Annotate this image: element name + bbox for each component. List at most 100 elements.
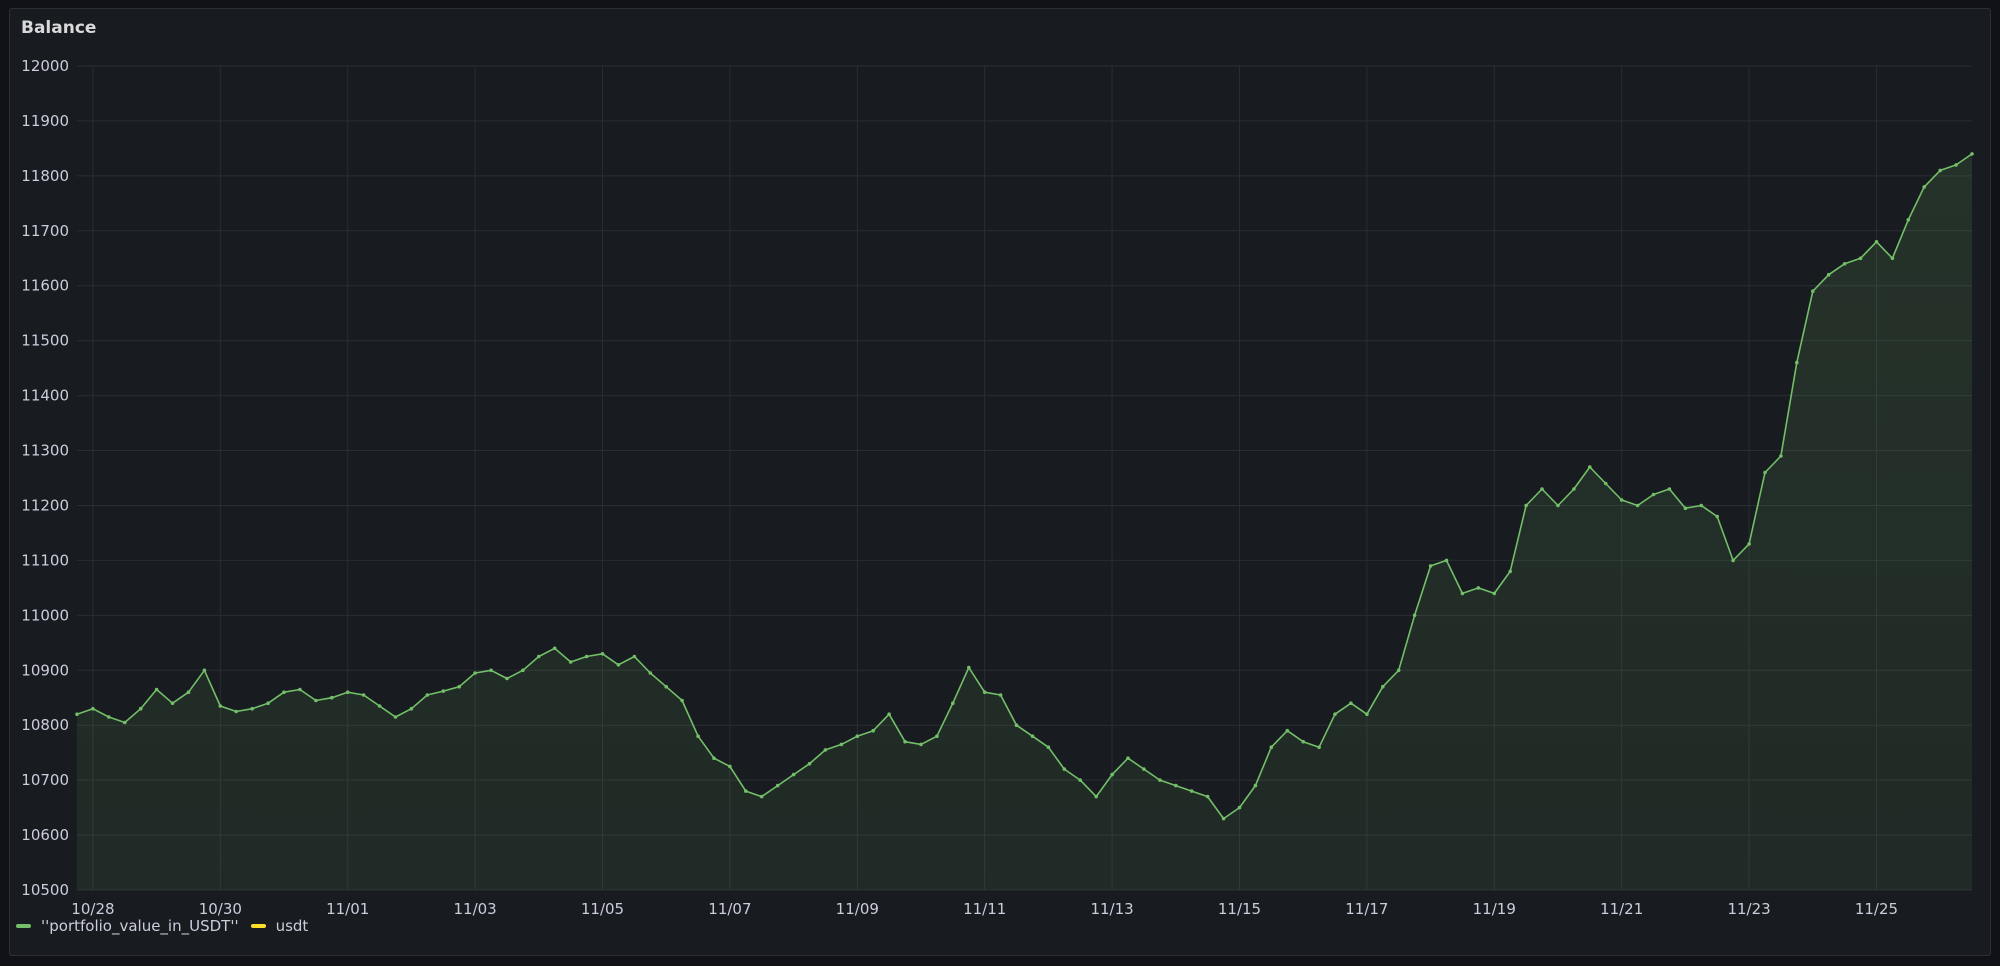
data-point: [791, 772, 796, 777]
data-point: [1635, 503, 1640, 508]
data-point: [377, 704, 382, 708]
y-axis: 10500 10600 10700 10800 10900 11000 11100 11200…: [21, 57, 69, 899]
data-point: [1014, 723, 1019, 727]
legend: ''portfolio_value_in_USDT'' usdt: [16, 917, 320, 935]
data-point: [1651, 492, 1656, 497]
x-tick-label: 11/13: [1090, 900, 1133, 918]
data-point: [1588, 465, 1592, 469]
data-point: [807, 761, 812, 766]
data-point: [855, 734, 860, 738]
data-point: [1874, 240, 1879, 244]
x-tick-label: 11/09: [836, 900, 879, 918]
y-tick-label: 11900: [21, 112, 69, 130]
data-point: [123, 720, 127, 725]
x-tick-label: 11/23: [1727, 900, 1770, 918]
data-point: [1333, 712, 1337, 716]
data-point: [1747, 542, 1751, 546]
data-point: [1158, 778, 1162, 782]
data-point: [314, 698, 318, 703]
data-point: [1540, 487, 1544, 491]
y-tick-label: 11700: [21, 222, 69, 240]
x-tick-label: 10/30: [199, 900, 242, 918]
data-point: [616, 663, 621, 667]
y-tick-label: 11000: [21, 606, 69, 624]
data-point: [1269, 745, 1274, 749]
y-tick-label: 10500: [21, 881, 69, 899]
data-point: [537, 654, 541, 659]
data-point: [935, 734, 939, 738]
data-point: [154, 687, 159, 692]
data-point: [75, 712, 79, 716]
data-point: [1381, 684, 1385, 689]
series-line-portfolio: [76, 153, 1973, 820]
data-point: [1349, 701, 1353, 705]
x-tick-label: 11/21: [1600, 900, 1643, 918]
legend-label-usdt: usdt: [275, 917, 309, 935]
data-point: [887, 712, 891, 716]
data-point: [1476, 586, 1481, 590]
x-tick-label: 10/28: [71, 900, 114, 918]
y-tick-label: 11200: [21, 496, 69, 514]
data-point: [1046, 745, 1051, 749]
x-tick-label: 11/19: [1473, 900, 1516, 918]
data-point: [1763, 470, 1767, 475]
data-point: [457, 684, 462, 689]
data-point: [505, 676, 509, 681]
data-point: [759, 794, 764, 799]
data-point: [1412, 613, 1417, 618]
y-tick-label: 11600: [21, 277, 69, 295]
data-point: [823, 748, 828, 752]
data-point: [775, 783, 780, 788]
data-point: [393, 715, 398, 719]
data-point: [982, 690, 987, 694]
data-point: [1460, 591, 1465, 596]
legend-swatch-usdt: [250, 924, 266, 928]
data-point: [1922, 185, 1926, 189]
data-point: [903, 739, 907, 744]
panel-title: Balance: [21, 18, 97, 38]
data-point: [1731, 558, 1735, 563]
data-point: [1428, 564, 1433, 568]
data-point: [1221, 816, 1226, 821]
data-point: [1205, 794, 1210, 799]
data-point: [441, 689, 446, 693]
data-point: [632, 654, 637, 659]
y-tick-label: 11400: [21, 387, 69, 405]
data-point: [1444, 558, 1449, 563]
data-point: [138, 706, 143, 711]
data-point: [664, 684, 668, 689]
data-point: [1858, 256, 1863, 261]
legend-item-usdt[interactable]: usdt: [250, 917, 309, 935]
data-point: [250, 706, 254, 711]
x-axis: 10/28 10/30 11/01 11/03 11/05 11/07 11/09 11/11…: [71, 900, 1898, 918]
data-point: [1126, 756, 1130, 760]
data-point: [266, 701, 270, 705]
data-point: [839, 742, 844, 747]
data-point: [1603, 481, 1608, 486]
legend-item-portfolio[interactable]: ''portfolio_value_in_USDT'': [16, 917, 239, 935]
data-point: [1954, 163, 1958, 167]
data-point: [871, 728, 875, 733]
series-area-portfolio: [77, 153, 1972, 890]
data-point: [1970, 152, 1974, 156]
data-point: [1572, 487, 1576, 491]
y-tick-label: 11800: [21, 167, 69, 185]
data-point: [1842, 262, 1847, 266]
data-point: [1174, 783, 1178, 788]
y-tick-label: 12000: [21, 57, 69, 75]
data-point: [1906, 218, 1911, 222]
data-point: [330, 695, 334, 700]
data-point: [1189, 789, 1194, 793]
data-point: [282, 690, 286, 694]
data-point: [1715, 514, 1719, 519]
data-point: [1492, 591, 1497, 596]
data-point: [998, 693, 1003, 697]
data-point: [1301, 739, 1305, 744]
data-point: [1062, 767, 1067, 771]
y-tick-label: 11500: [21, 332, 69, 350]
y-tick-label: 10800: [21, 716, 69, 734]
data-point: [218, 704, 223, 708]
data-point: [1699, 503, 1704, 508]
data-point: [1938, 168, 1942, 173]
